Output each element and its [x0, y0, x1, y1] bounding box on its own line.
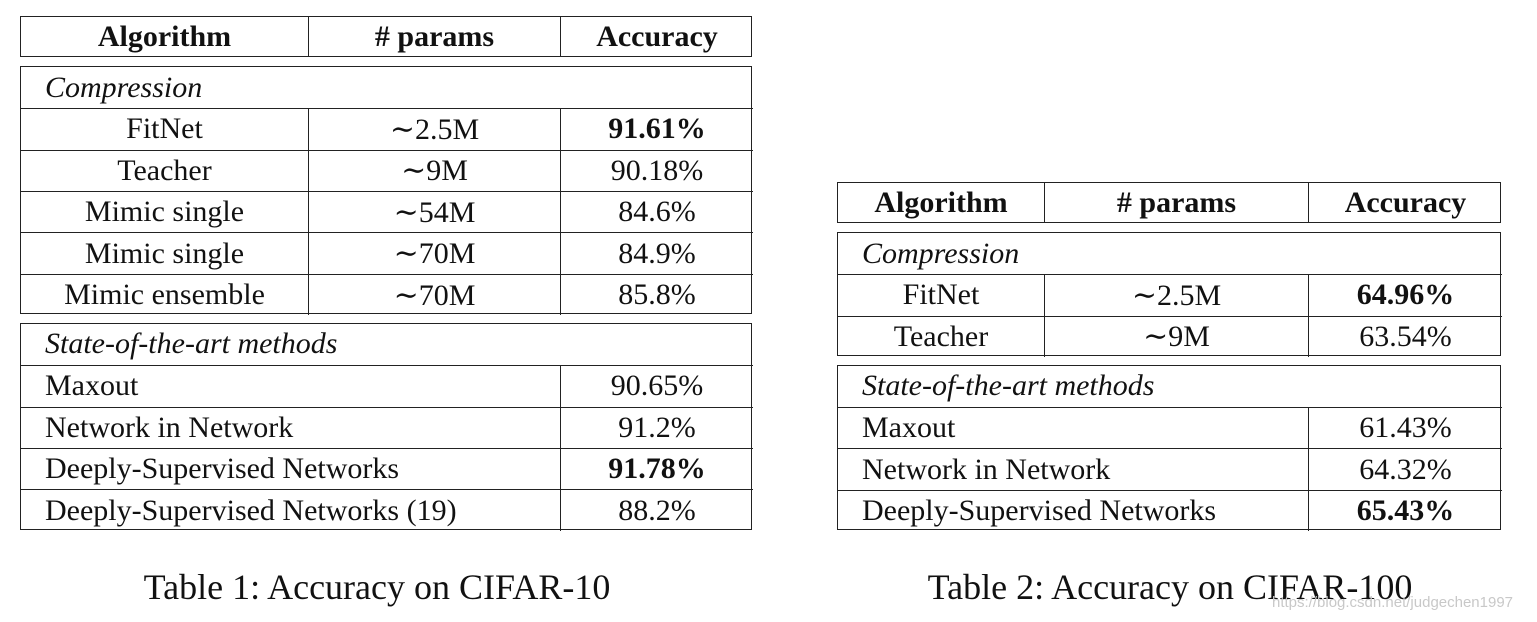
table-cell: 63.54% [1308, 315, 1502, 358]
table-cell: 65.43% [1308, 489, 1502, 532]
table-cell: Network in Network [21, 406, 560, 448]
header-cell: Accuracy [560, 17, 753, 57]
header-cell: Algorithm [97, 19, 232, 53]
table-cell: Maxout [21, 365, 560, 406]
table-caption: Table 2: Accuracy on CIFAR-100 [927, 567, 1413, 607]
table-cell: 84.9% [560, 232, 753, 274]
section-title: State-of-the-art methods [862, 369, 1155, 403]
table-caption: Table 1: Accuracy on CIFAR-10 [143, 567, 611, 607]
table-header: Algorithm # params Accuracy [837, 182, 1502, 224]
table-cell: Teacher [21, 149, 308, 191]
table-cell: Mimic ensemble [21, 273, 308, 315]
table-cell: FitNet [838, 274, 1044, 315]
watermark: https://blog.csdn.net/judgechen1997 [1272, 594, 1514, 611]
section-title: Compression [862, 236, 1020, 270]
table-cell: Mimic single [21, 232, 308, 273]
table-cell: ∼54M [308, 191, 560, 233]
table-cell: 88.2% [560, 489, 753, 531]
table-cell: 84.6% [560, 191, 753, 233]
table-cell: Network in Network [838, 448, 1308, 489]
table-cell: ∼70M [308, 273, 560, 316]
table-cell: 90.65% [560, 365, 753, 407]
table-header: Algorithm # params Accuracy [20, 16, 753, 58]
table-cell: 91.2% [560, 406, 753, 448]
table-cell: Deeply-Supervised Networks [21, 447, 560, 489]
section-title: State-of-the-art methods [45, 327, 338, 361]
table-cell: 85.8% [560, 273, 753, 316]
table-cell: 91.61% [560, 108, 753, 150]
table-section: State-of-the-art methods Maxout 90.65% Netw… [20, 322, 753, 531]
table-cell: ∼70M [308, 232, 560, 274]
table-section: Compression FitNet ∼2.5M 91.61% Teacher ∼9M 90… [20, 65, 753, 316]
table-cell: 91.78% [560, 447, 753, 490]
header-cell: Algorithm [874, 185, 1008, 219]
table-cell: 64.32% [1308, 448, 1502, 490]
table-cell: Teacher [838, 315, 1044, 357]
header-cell: Accuracy [1308, 183, 1502, 223]
table-cell: 64.96% [1308, 274, 1502, 316]
table-cell: Deeply-Supervised Networks (19) [21, 489, 560, 530]
table-cell: Maxout [838, 406, 1308, 448]
header-cell: # params [1044, 183, 1308, 223]
table-cell: Mimic single [21, 191, 308, 232]
table-cell: 90.18% [560, 149, 753, 192]
table-cell: Deeply-Supervised Networks [838, 489, 1308, 531]
header-cell: # params [308, 17, 560, 57]
table-section: State-of-the-art methods Maxout 61.43% Netw… [837, 364, 1502, 532]
section-title: Compression [45, 70, 203, 104]
table-cell: ∼2.5M [308, 108, 560, 150]
table-cell: FitNet [21, 108, 308, 149]
table-cell: ∼9M [308, 149, 560, 192]
table-cell: 61.43% [1308, 406, 1502, 449]
table-cell: ∼9M [1044, 315, 1308, 358]
table-cell: ∼2.5M [1044, 274, 1308, 316]
table-section: Compression FitNet ∼2.5M 64.96% Teacher ∼9M 63… [837, 231, 1502, 358]
